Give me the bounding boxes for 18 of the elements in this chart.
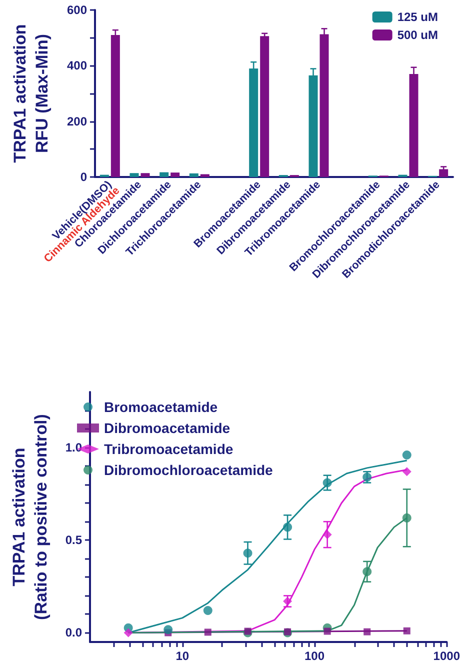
y-tick-label: 400 xyxy=(66,58,88,73)
x-tick-label: 1000 xyxy=(433,649,460,663)
y-tick-label: 600 xyxy=(66,3,88,17)
x-tick-label: 10 xyxy=(176,649,190,663)
legend-label: Dibromoacetamide xyxy=(104,420,230,436)
y-axis-title: TRPA1 activation (Ratio to positive control) xyxy=(10,414,50,620)
legend-label: Dibromochloroacetamide xyxy=(104,462,274,478)
x-tick-label: 100 xyxy=(304,649,325,663)
y-axis-title: TRPA1 activation RFU (Max-Min) xyxy=(10,24,52,163)
legend-label: 500 uM xyxy=(397,28,438,42)
y-tick-label: 0 xyxy=(80,170,88,184)
legend-label: Bromoacetamide xyxy=(104,399,218,415)
y-tick-label: 200 xyxy=(66,114,88,128)
y-tick-label: 1.0 xyxy=(65,440,82,455)
legend-label: Tribromoacetamide xyxy=(104,441,234,457)
y-tick-label: 0.5 xyxy=(65,533,82,548)
y-tick-label: 0.0 xyxy=(65,626,82,640)
legend-label: 125 uM xyxy=(397,10,438,24)
